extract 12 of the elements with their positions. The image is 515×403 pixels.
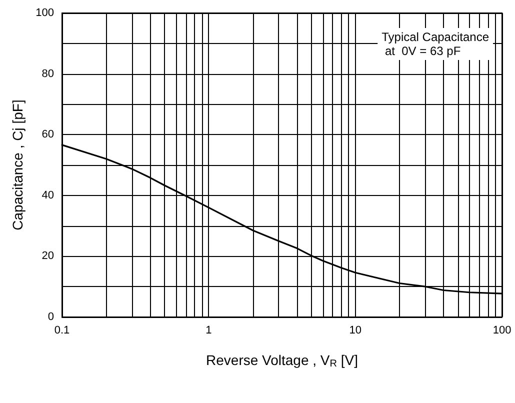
annotation: Typical Capacitance at 0V = 63 pF: [382, 30, 490, 58]
x-tick-label: 1: [206, 324, 212, 336]
x-tick-label: 10: [349, 324, 362, 336]
y-tick-label: 60: [42, 128, 54, 141]
y-tick-label: 80: [42, 68, 54, 80]
y-tick-label: 40: [42, 189, 54, 202]
y-tick-label: 100: [36, 7, 54, 19]
y-tick-label: 20: [42, 250, 54, 262]
x-tick-label: 100: [492, 324, 512, 336]
y-axis-title: Capacitance , Cj [pF]: [10, 100, 26, 230]
x-tick-label: 0.1: [54, 324, 70, 336]
y-tick-label: 0: [48, 311, 54, 323]
